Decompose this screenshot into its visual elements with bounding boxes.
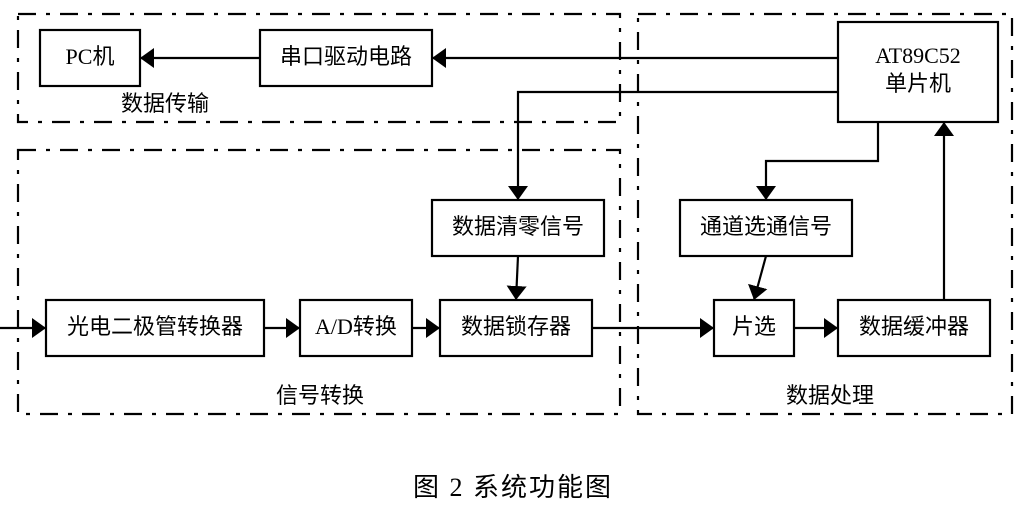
svg-text:数据锁存器: 数据锁存器	[461, 314, 571, 339]
svg-text:信号转换: 信号转换	[276, 383, 364, 408]
svg-text:数据清零信号: 数据清零信号	[452, 214, 584, 239]
svg-text:数据缓冲器: 数据缓冲器	[859, 314, 969, 339]
svg-text:片选: 片选	[732, 314, 776, 339]
svg-text:单片机: 单片机	[885, 71, 951, 96]
svg-text:PC机: PC机	[66, 44, 115, 69]
svg-text:光电二极管转换器: 光电二极管转换器	[67, 314, 243, 339]
svg-text:图 2 系统功能图: 图 2 系统功能图	[413, 473, 613, 502]
svg-text:AT89C52: AT89C52	[875, 43, 961, 68]
system-function-diagram: PC机 串口驱动电路数据清零信号 通道选通信号光电二极管转换器 A/D转换 数据锁存器 片…	[0, 0, 1026, 521]
svg-text:串口驱动电路: 串口驱动电路	[280, 44, 412, 69]
svg-text:数据处理: 数据处理	[786, 383, 874, 408]
svg-text:数据传输: 数据传输	[121, 91, 209, 116]
svg-text:通道选通信号: 通道选通信号	[700, 214, 832, 239]
svg-text:A/D转换: A/D转换	[315, 314, 397, 339]
